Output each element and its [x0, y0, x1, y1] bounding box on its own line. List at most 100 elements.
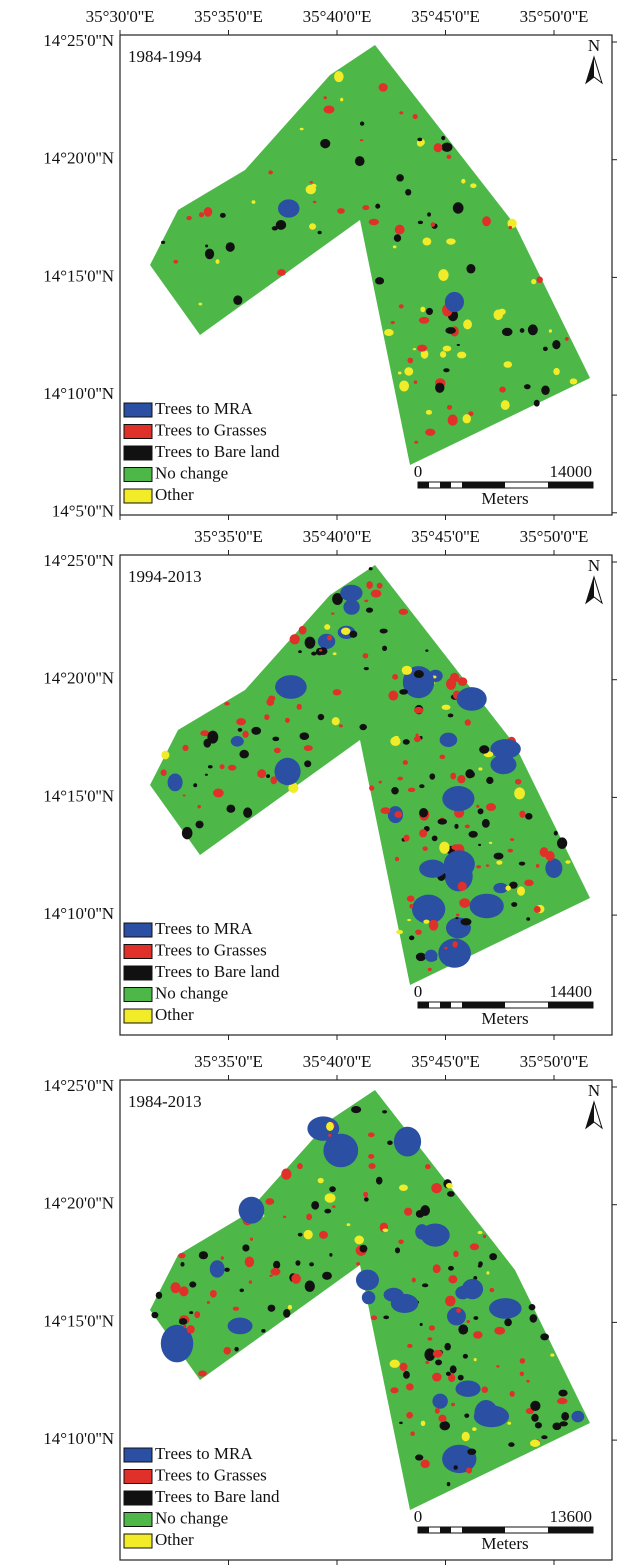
land-cover-patch [441, 142, 452, 151]
land-cover-patch [327, 635, 332, 640]
land-cover-patch [447, 1191, 455, 1197]
land-cover-patch [445, 292, 464, 312]
land-cover-patch [395, 1247, 400, 1253]
land-cover-patch [426, 410, 432, 415]
land-cover-patch [526, 1380, 529, 1383]
legend-swatch [124, 923, 152, 937]
land-cover-patch [535, 1422, 542, 1428]
land-cover-patch [416, 953, 426, 962]
longitude-label: 35°45'0''E [411, 7, 480, 26]
land-cover-patch [470, 1243, 479, 1250]
land-cover-patch [245, 1257, 255, 1268]
land-cover-patch [281, 1168, 291, 1179]
legend-swatch [124, 1491, 152, 1505]
land-cover-patch [571, 1411, 584, 1423]
land-cover-patch [433, 1264, 441, 1273]
land-cover-patch [390, 736, 400, 746]
land-cover-patch [417, 345, 427, 352]
legend-swatch [124, 988, 152, 1002]
land-cover-patch [472, 1427, 476, 1431]
north-label: N [588, 556, 600, 575]
land-cover-patch [364, 1197, 369, 1201]
land-cover-patch [249, 1280, 252, 1283]
land-cover-patch [470, 183, 476, 188]
land-cover-patch [423, 238, 432, 246]
land-cover-patch [272, 226, 278, 230]
land-cover-patch [466, 1320, 470, 1323]
land-cover-patch [458, 1324, 468, 1334]
land-cover-patch [459, 898, 470, 908]
land-cover-patch [425, 1164, 431, 1169]
land-cover-patch [529, 1304, 536, 1310]
latitude-label: 14°5'0''N [52, 502, 114, 521]
land-cover-patch [250, 1237, 253, 1240]
land-cover-patch [511, 902, 517, 907]
longitude-label: 35°45'0''E [411, 1052, 480, 1071]
land-cover-patch [457, 344, 460, 346]
land-cover-patch [467, 1449, 476, 1455]
land-cover-patch [379, 83, 388, 92]
legend-label: Trees to Bare land [155, 1487, 280, 1506]
land-cover-patch [364, 600, 368, 603]
land-cover-patch [415, 1454, 423, 1460]
legend-label: Trees to Grasses [155, 940, 267, 959]
land-cover-patch [439, 842, 449, 854]
land-cover-patch [333, 689, 342, 695]
land-cover-patch [545, 859, 562, 878]
land-cover-patch [285, 718, 290, 723]
land-cover-patch [545, 851, 554, 861]
land-cover-patch [318, 714, 325, 720]
longitude-label: 35°35'0''E [194, 7, 263, 26]
land-cover-patch [447, 155, 452, 159]
land-cover-patch [183, 1325, 186, 1328]
land-cover-patch [340, 98, 343, 102]
land-cover-patch [407, 896, 415, 902]
land-cover-patch [435, 383, 444, 393]
land-cover-patch [530, 1440, 540, 1447]
land-cover-patch [183, 795, 186, 797]
land-cover-patch [392, 674, 398, 680]
land-cover-patch [478, 1265, 482, 1268]
land-cover-patch [360, 139, 363, 141]
land-cover-patch [347, 1223, 351, 1226]
land-cover-patch [189, 1311, 193, 1314]
land-cover-patch [550, 1354, 554, 1357]
land-cover-patch [455, 1381, 480, 1397]
land-cover-patch [451, 1403, 455, 1407]
land-cover-patch [496, 1365, 500, 1367]
land-cover-patch [231, 736, 244, 747]
land-cover-patch [407, 919, 411, 921]
land-cover-patch [305, 1281, 315, 1292]
latitude-label: 14°15'0''N [43, 266, 114, 285]
latitude-label: 14°25'0''N [43, 1076, 114, 1095]
legend-swatch [124, 446, 152, 460]
land-cover-patch [519, 862, 525, 866]
land-cover-patch [354, 1236, 363, 1245]
land-cover-patch [557, 1398, 567, 1404]
land-cover-patch [414, 707, 423, 714]
land-cover-patch [445, 1296, 455, 1307]
land-cover-patch [376, 1177, 383, 1185]
map-panel: 1984-201335°35'0''E35°40'0''E35°45'0''E3… [43, 1052, 617, 1565]
latitude-label: 14°20'0''N [43, 149, 114, 168]
land-cover-patch [445, 327, 456, 334]
land-cover-patch [239, 1288, 244, 1292]
land-cover-patch [228, 765, 236, 771]
land-cover-patch [318, 231, 322, 235]
land-cover-patch [268, 1305, 276, 1312]
land-cover-patch [403, 739, 410, 745]
land-cover-patch [524, 384, 531, 389]
land-cover-patch [427, 212, 431, 216]
land-cover-patch [549, 329, 552, 332]
land-cover-patch [419, 808, 428, 818]
land-cover-patch [360, 121, 364, 125]
land-cover-patch [440, 733, 458, 747]
land-cover-patch [479, 745, 489, 754]
land-cover-patch [356, 1270, 379, 1291]
land-cover-patch [447, 1482, 451, 1486]
land-cover-patch [519, 811, 525, 818]
land-cover-patch [442, 786, 474, 811]
land-cover-patch [394, 234, 401, 242]
land-cover-patch [406, 1412, 413, 1419]
land-cover-patch [419, 784, 424, 788]
